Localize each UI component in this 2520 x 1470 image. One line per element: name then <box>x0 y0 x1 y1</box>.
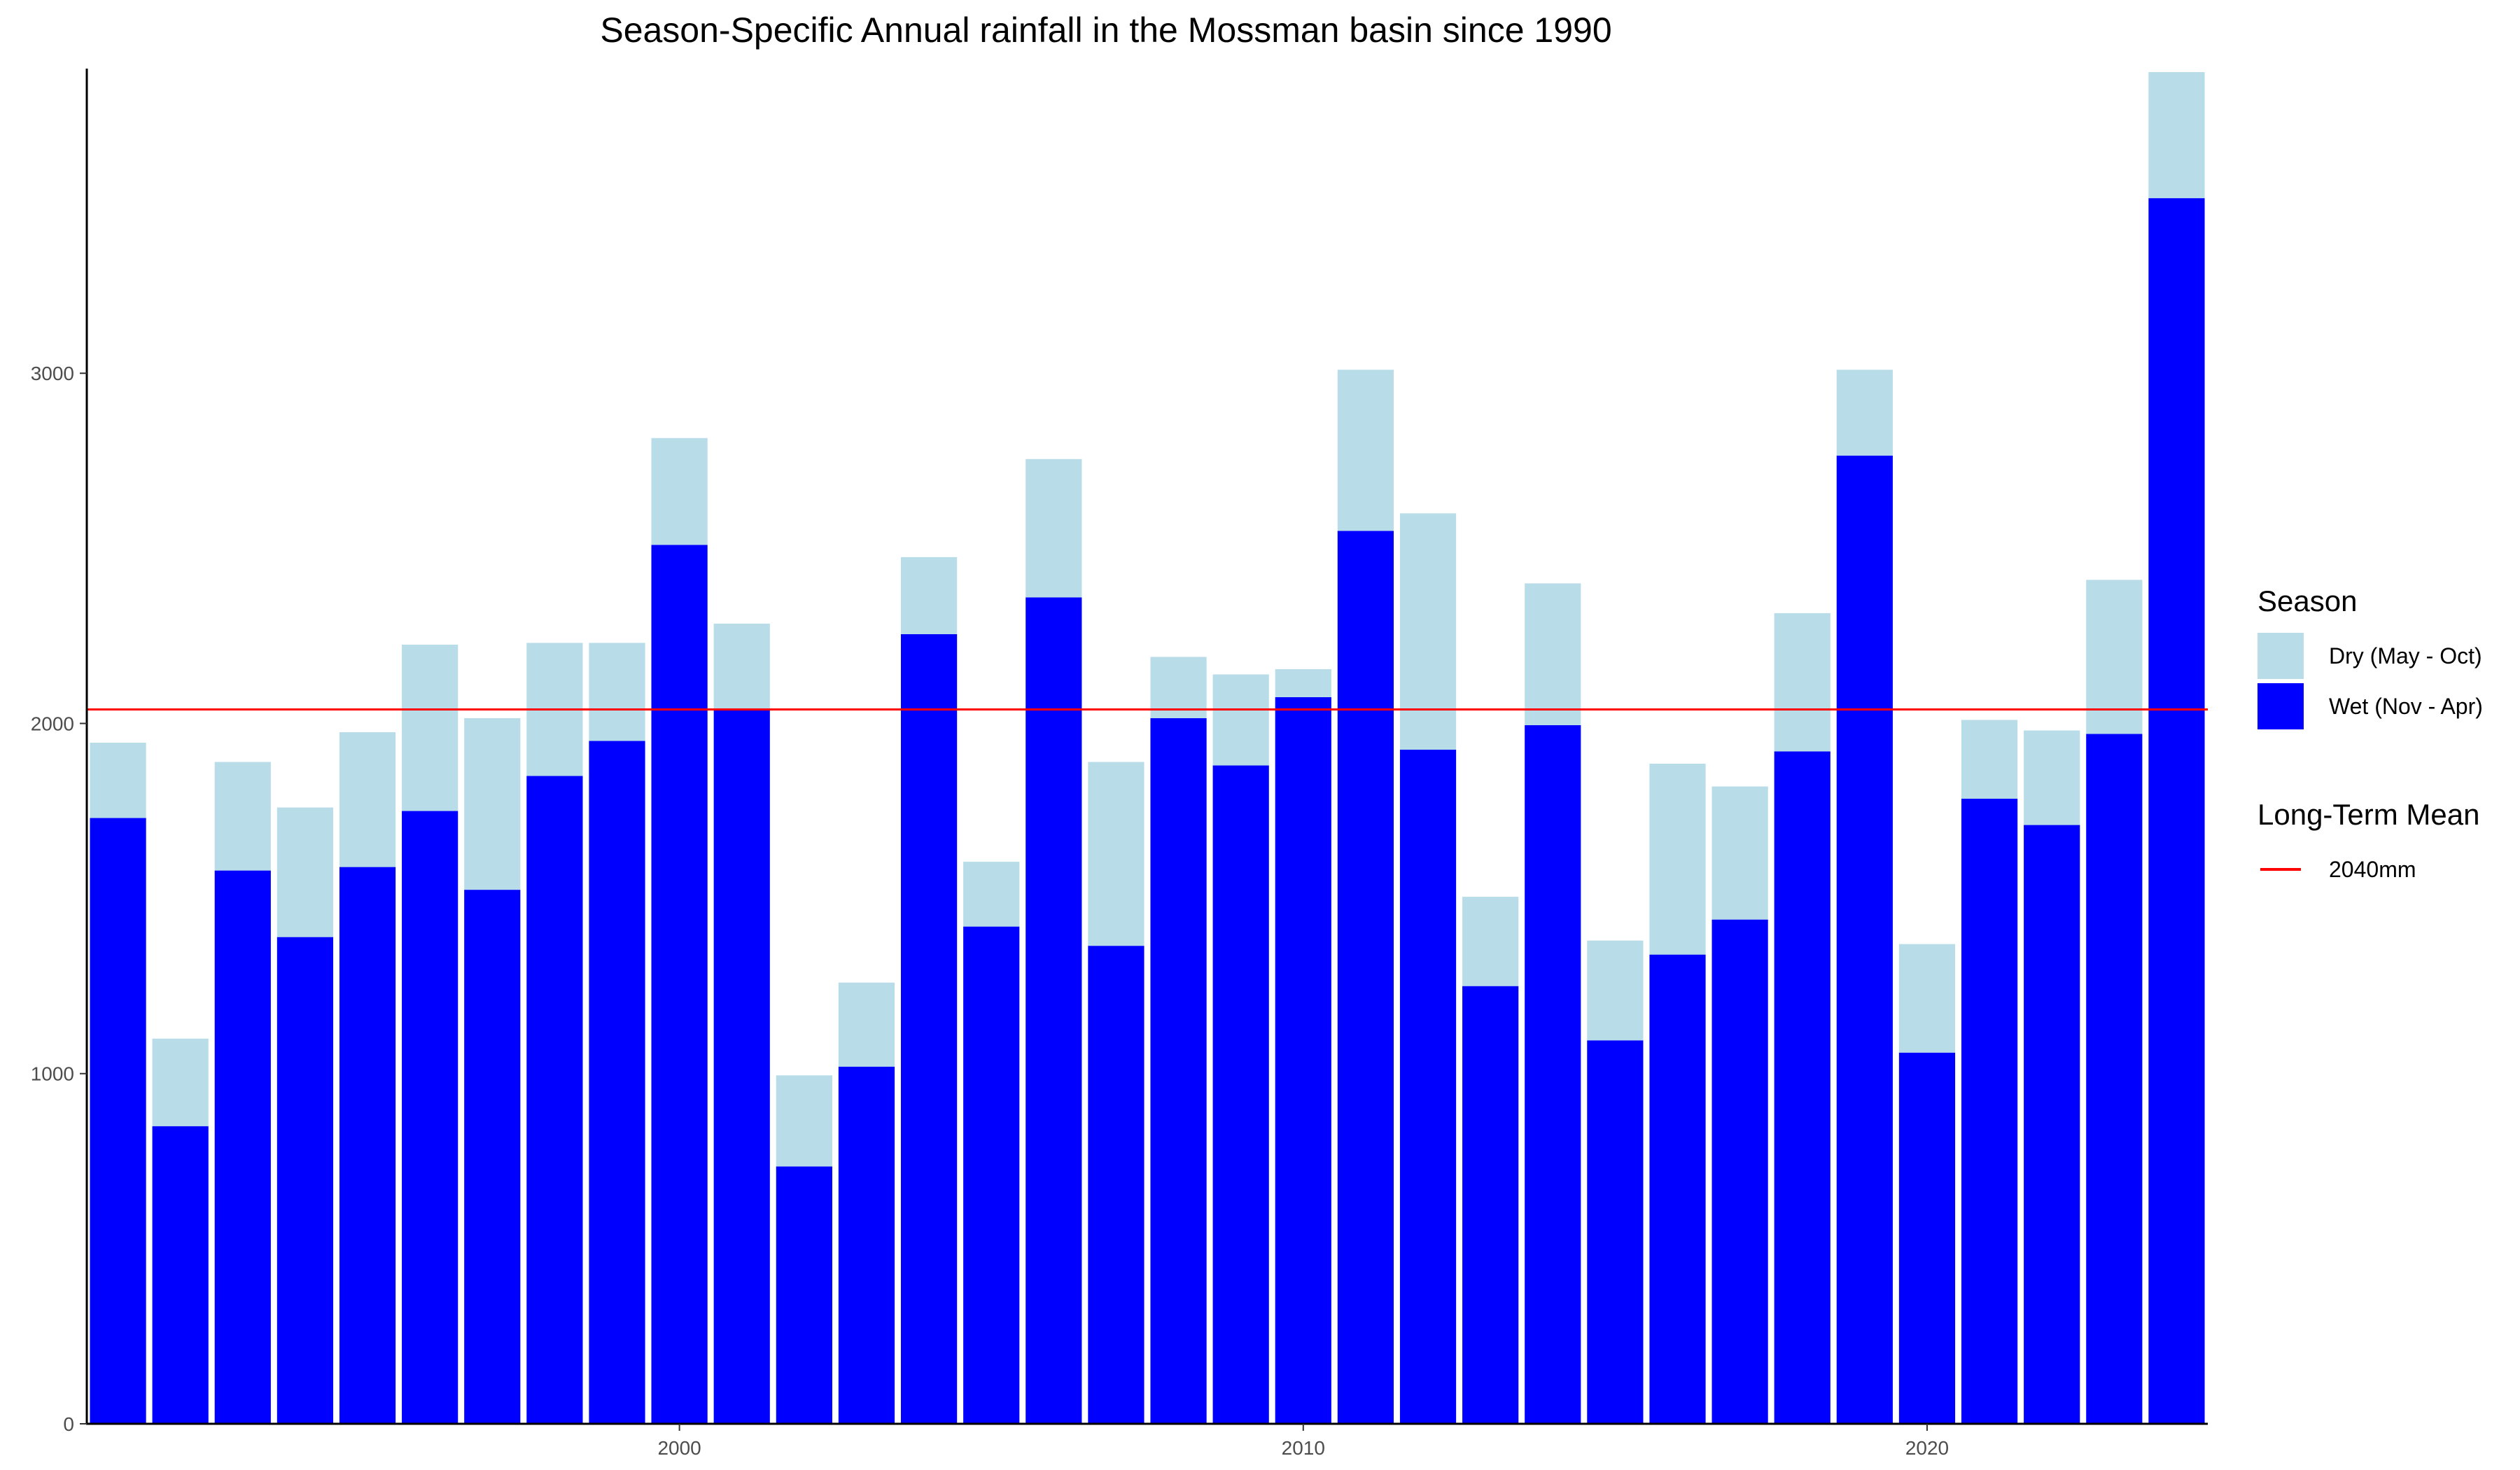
bar-dry-2024 <box>2148 72 2205 199</box>
bar-dry-2015 <box>1587 940 1644 1041</box>
bar-dry-2018 <box>1774 612 1830 752</box>
bar-wet-2002 <box>776 1166 832 1424</box>
bar-dry-2020 <box>1898 944 1956 1053</box>
bar-wet-2004 <box>900 634 958 1424</box>
bar-dry-2001 <box>713 623 770 710</box>
bar-dry-2007 <box>1088 762 1144 946</box>
legend-label-dry: Dry (May - Oct) <box>2329 643 2482 668</box>
chart-title: Season-Specific Annual rainfall in the M… <box>600 10 1612 50</box>
bar-wet-2020 <box>1898 1052 1956 1424</box>
bar-wet-2006 <box>1026 597 1082 1424</box>
mean-line-key-stroke <box>2260 868 2301 871</box>
bar-dry-2009 <box>1212 674 1269 766</box>
bar-wet-1998 <box>526 776 583 1424</box>
bars-layer <box>90 72 2205 1424</box>
legend-label-mean: 2040mm <box>2329 856 2416 882</box>
bar-dry-2006 <box>1026 458 1082 598</box>
bar-dry-1991 <box>90 742 146 818</box>
season-legend-title: Season <box>2258 584 2358 617</box>
wet-swatch <box>2258 683 2304 729</box>
bar-dry-2010 <box>1275 668 1331 697</box>
bar-dry-2004 <box>900 556 958 634</box>
x-tick-label-2010: 2010 <box>1282 1437 1325 1459</box>
bar-wet-2019 <box>1836 455 1893 1424</box>
axes-layer: 0 1000 2000 3000 2000 2010 2020 <box>31 69 2208 1459</box>
bar-dry-1992 <box>152 1038 209 1126</box>
legend-item-dry: Dry (May - Oct) <box>2258 631 2483 681</box>
mean-line-key <box>2258 846 2304 892</box>
y-tick-label-1000: 1000 <box>31 1063 74 1085</box>
x-tick-label-2000: 2000 <box>657 1437 701 1459</box>
bar-wet-2009 <box>1212 765 1269 1424</box>
bar-wet-2018 <box>1774 751 1830 1424</box>
bar-wet-2015 <box>1587 1040 1644 1424</box>
bar-dry-2011 <box>1337 370 1394 531</box>
bar-wet-2008 <box>1150 718 1207 1424</box>
bar-dry-1993 <box>214 762 271 871</box>
legend-label-wet: Wet (Nov - Apr) <box>2329 693 2483 719</box>
bar-wet-1992 <box>152 1126 209 1424</box>
y-tick-label-0: 0 <box>63 1413 74 1435</box>
bar-wet-2013 <box>1462 986 1519 1424</box>
bar-wet-2024 <box>2148 198 2205 1424</box>
x-tick-label-2020: 2020 <box>1905 1437 1949 1459</box>
bar-wet-1994 <box>276 937 334 1424</box>
bar-wet-2012 <box>1399 750 1457 1424</box>
bar-dry-2003 <box>838 982 895 1067</box>
bar-wet-2011 <box>1337 531 1394 1424</box>
mean-legend: Long-Term Mean 2040mm <box>2258 798 2479 895</box>
bar-wet-1991 <box>90 818 146 1424</box>
bar-wet-1996 <box>402 811 458 1424</box>
bar-dry-2023 <box>2086 580 2143 734</box>
legend-item-mean: 2040mm <box>2258 844 2479 895</box>
bar-dry-2012 <box>1399 513 1457 750</box>
bar-wet-2000 <box>651 545 708 1424</box>
bar-dry-2016 <box>1649 764 1706 955</box>
bar-dry-1997 <box>464 718 521 890</box>
bar-dry-2008 <box>1150 657 1207 718</box>
bar-dry-1995 <box>339 732 396 867</box>
bar-dry-1994 <box>276 807 334 937</box>
bar-wet-2014 <box>1525 724 1581 1424</box>
bar-dry-2005 <box>963 862 1020 927</box>
bar-dry-2013 <box>1462 897 1519 986</box>
bar-wet-2007 <box>1088 946 1144 1424</box>
bar-dry-2017 <box>1712 786 1768 920</box>
bar-dry-2000 <box>651 438 708 545</box>
y-tick-label-2000: 2000 <box>31 713 74 734</box>
mean-legend-title: Long-Term Mean <box>2258 798 2480 831</box>
bar-wet-2001 <box>713 709 770 1424</box>
bar-wet-2022 <box>2024 825 2080 1424</box>
y-tick-label-3000: 3000 <box>31 363 74 384</box>
season-legend: Season Dry (May - Oct) Wet (Nov - Apr) <box>2258 584 2483 732</box>
bar-wet-1995 <box>339 867 396 1424</box>
bar-wet-2023 <box>2086 734 2143 1424</box>
bar-dry-2014 <box>1525 583 1581 725</box>
bar-dry-2019 <box>1836 370 1893 456</box>
bar-dry-2002 <box>776 1075 832 1167</box>
bar-wet-2016 <box>1649 954 1706 1424</box>
bar-wet-1999 <box>589 741 645 1424</box>
bar-dry-1996 <box>402 644 458 811</box>
bar-wet-2017 <box>1712 919 1768 1424</box>
bar-wet-1993 <box>214 870 271 1424</box>
bar-wet-2003 <box>838 1066 895 1424</box>
bar-dry-2021 <box>1961 720 2018 799</box>
dry-swatch <box>2258 633 2304 679</box>
bar-wet-1997 <box>464 890 521 1424</box>
legend-item-wet: Wet (Nov - Apr) <box>2258 681 2483 732</box>
chart: 0 1000 2000 3000 2000 2010 2020 <box>31 69 2208 1459</box>
bar-wet-2005 <box>963 926 1020 1424</box>
bar-wet-2021 <box>1961 799 2018 1424</box>
bar-dry-1999 <box>589 643 645 741</box>
bar-wet-2010 <box>1275 696 1331 1424</box>
bar-dry-2022 <box>2024 730 2080 825</box>
